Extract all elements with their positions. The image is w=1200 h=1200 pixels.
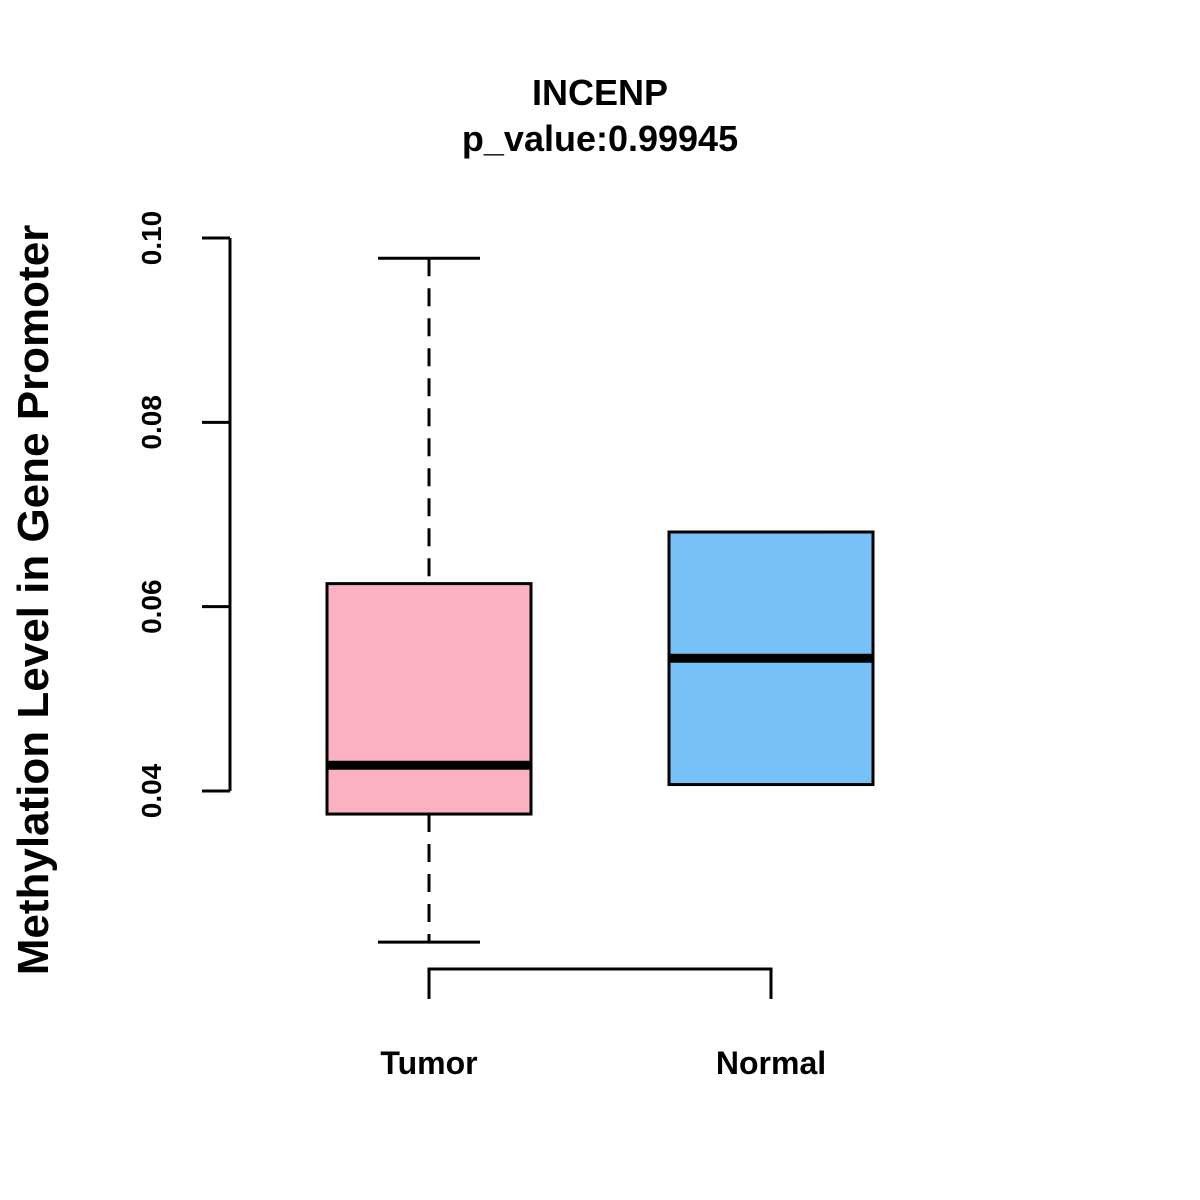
box-iqr — [325, 582, 533, 816]
bracket-line — [427, 967, 773, 999]
y-tick-label: 0.08 — [136, 395, 167, 450]
x-category-label: Normal — [716, 1045, 826, 1081]
box-normal — [667, 530, 875, 787]
boxes — [325, 256, 875, 944]
y-tick-label: 0.10 — [136, 211, 167, 266]
y-axis: 0.04 0.06 0.08 0.10 — [136, 211, 232, 818]
x-axis-labels: Tumor Normal — [380, 1045, 826, 1081]
x-category-label: Tumor — [380, 1045, 477, 1081]
y-tick-label: 0.06 — [136, 579, 167, 634]
chart-subtitle: p_value:0.99945 — [462, 118, 738, 159]
y-axis-label: Methylation Level in Gene Promoter — [9, 225, 58, 976]
chart-title: INCENP — [532, 72, 668, 113]
y-tick-label: 0.04 — [136, 763, 167, 818]
box-tumor — [325, 256, 533, 944]
comparison-bracket — [427, 967, 773, 999]
